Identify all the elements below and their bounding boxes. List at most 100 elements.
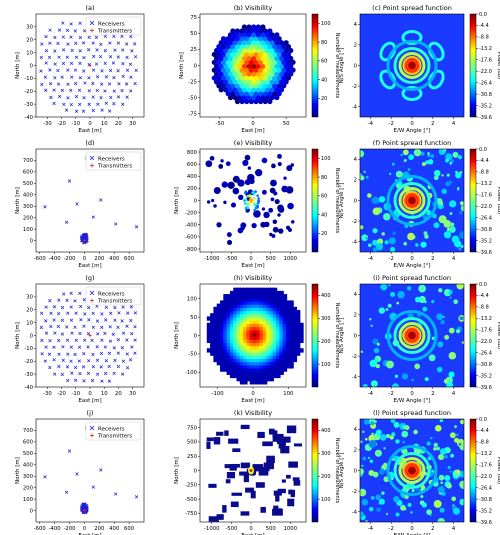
- visibility-cell: [216, 75, 222, 81]
- receiver-marker: [104, 305, 108, 309]
- visibility-cell: [243, 338, 248, 344]
- legend-transmitters-label: Transmitters: [97, 434, 132, 440]
- psf-speckle: [383, 213, 391, 221]
- x-tick-label: 400: [109, 526, 120, 532]
- visibility-cell: [280, 436, 291, 443]
- visibility-cell: [295, 319, 301, 324]
- visibility-cell: [234, 91, 241, 97]
- visibility-cell: [285, 354, 291, 359]
- visibility-cell: [289, 361, 294, 366]
- receiver-marker: [134, 225, 139, 229]
- visibility-cell: [278, 47, 285, 54]
- receiver-marker: [69, 102, 73, 107]
- receiver-marker: [94, 35, 99, 39]
- visibility-cell: [259, 322, 265, 328]
- visibility-cell: [266, 322, 271, 328]
- y-tick-label: -4: [352, 510, 358, 516]
- visibility-cell: [227, 40, 234, 46]
- psf-speckle: [445, 153, 453, 161]
- x-axis-label: East [m]: [241, 533, 264, 535]
- x-tick-label: 0: [83, 526, 87, 532]
- visibility-cell: [264, 32, 271, 38]
- visibility-cell: [281, 67, 287, 73]
- visibility-cell: [236, 335, 241, 340]
- visibility-cell: [276, 300, 281, 305]
- x-tick-label: -4: [368, 391, 374, 397]
- psf-speckle: [432, 213, 437, 219]
- receiver-marker: [78, 21, 82, 25]
- visibility-cell: [269, 345, 274, 350]
- psf-speckle: [459, 201, 464, 206]
- visibility-cell: [233, 341, 238, 347]
- visibility-cell: [234, 51, 241, 58]
- visibility-cell: [248, 59, 254, 65]
- visibility-cell: [248, 67, 254, 73]
- visibility-cell: [289, 322, 294, 328]
- receiver-marker: [104, 101, 109, 105]
- visibility-cell: [299, 338, 304, 344]
- visibility-cell: [218, 40, 224, 46]
- visibility-cell: [255, 24, 261, 30]
- receiver-marker: [94, 62, 99, 66]
- psf-speckle: [388, 172, 392, 176]
- visibility-cell: [213, 351, 218, 356]
- y-tick-label: -75: [188, 112, 197, 118]
- visibility-cell: [253, 370, 258, 375]
- colorbar-tick-label: 100: [321, 497, 331, 503]
- receiver-marker: [39, 55, 43, 60]
- visibility-cell: [259, 373, 265, 379]
- visibility-cell: [233, 332, 238, 337]
- receiver-marker: [78, 371, 82, 376]
- visibility-cell: [246, 367, 251, 372]
- x-tick-label: 4: [452, 121, 456, 127]
- visibility-cell: [258, 91, 264, 97]
- visibility-cell: [259, 361, 265, 366]
- x-tick-label: -500: [225, 256, 238, 262]
- receiver-marker: [65, 325, 69, 329]
- visibility-cell: [282, 297, 288, 302]
- visibility-cell: [246, 294, 251, 299]
- visibility-cell: [234, 36, 241, 42]
- receiver-marker: [87, 359, 91, 363]
- receiver-marker: [112, 371, 116, 376]
- visibility-cell: [256, 370, 261, 375]
- psf-speckle: [413, 149, 422, 157]
- visibility-cell: [253, 335, 258, 340]
- visibility-cell: [282, 322, 288, 328]
- visibility-cell: [244, 191, 247, 195]
- receiver-marker: [66, 352, 70, 356]
- receiver-marker: [67, 179, 72, 183]
- visibility-cell: [255, 79, 261, 85]
- psf-speckle: [459, 230, 464, 239]
- psf-speckle: [426, 509, 432, 515]
- visibility-cell: [232, 87, 238, 93]
- visibility-cell: [238, 194, 244, 201]
- visibility-cell: [289, 309, 294, 315]
- visibility-cell: [279, 319, 284, 324]
- receiver-marker: [121, 102, 125, 106]
- visibility-cell: [259, 376, 265, 382]
- psf-speckle: [427, 152, 430, 155]
- visibility-cell: [223, 309, 228, 315]
- visibility-cell: [237, 179, 245, 187]
- visibility-cell: [262, 376, 268, 382]
- visibility-cell: [269, 351, 274, 356]
- visibility-cell: [206, 316, 212, 321]
- visibility-cell: [226, 232, 232, 238]
- x-tick-label: 0: [249, 526, 253, 532]
- visibility-cell: [276, 367, 281, 372]
- colorbar-tick-label: -8.8: [479, 170, 489, 176]
- psf-speckle: [365, 175, 369, 179]
- colorbar-tick-label: 60: [321, 194, 327, 200]
- receiver-marker: [60, 332, 65, 336]
- visibility-cell: [289, 306, 294, 312]
- receiver-marker: [64, 490, 69, 494]
- visibility-cell: [223, 47, 229, 54]
- visibility-cell: [206, 329, 212, 334]
- visibility-cell: [262, 441, 273, 447]
- visibility-cell: [249, 329, 255, 334]
- psf-speckle: [375, 429, 382, 436]
- visibility-cell: [220, 341, 225, 347]
- receiver-marker: [48, 68, 52, 72]
